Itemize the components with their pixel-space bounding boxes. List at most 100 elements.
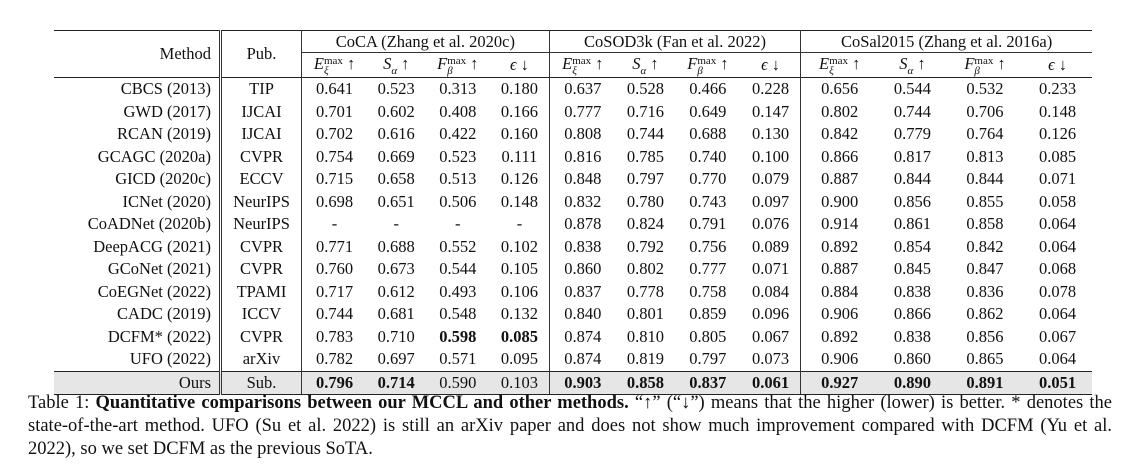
method-cell: UFO (2022) (54, 348, 222, 371)
value-cell: 0.103 (490, 370, 550, 395)
value-cell: 0.096 (740, 303, 802, 326)
value-cell: 0.740 (689, 146, 727, 166)
value-cell: 0.552 (439, 236, 477, 256)
value-cell: 0.744 (315, 304, 354, 324)
value-cell: 0.180 (490, 77, 550, 101)
group-header-cosal2015: CoSal2015 (Zhang et al. 2016a) (800, 30, 1092, 53)
value-cell: 0.688 (377, 236, 415, 256)
pub-header: Pub. (220, 30, 302, 78)
value-cell: 0.756 (689, 236, 727, 256)
table-row: DCFM* (2022) CVPR 0.783 0.710 0.598 0.085 0.87… (54, 325, 1092, 348)
metric-header-salpha: S α ↑ (899, 54, 926, 77)
value-cell: 0.758 (689, 281, 727, 301)
metric-header-salpha: S α ↑ (383, 54, 410, 77)
value-cell: 0.874 (564, 326, 602, 346)
metric-header-mae: ϵ ↓ (740, 52, 802, 78)
value-cell: 0.493 (439, 281, 477, 301)
value-cell: 0.797 (626, 169, 664, 189)
value-cell: 0.906 (821, 349, 859, 369)
value-cell: 0.408 (439, 101, 477, 121)
value-cell: 0.590 (425, 370, 491, 395)
value-cell: 0.801 (626, 304, 664, 324)
value-cell: 0.848 (564, 169, 602, 189)
value-cell: 0.105 (490, 258, 550, 281)
value-cell: 0.697 (377, 349, 415, 369)
method-cell: GCoNet (2021) (54, 258, 222, 281)
value-cell: 0.132 (490, 303, 550, 326)
table-row: RCAN (2019) IJCAI 0.702 0.616 0.422 0.160 0.80… (54, 123, 1092, 146)
value-cell: 0.838 (893, 281, 931, 301)
value-cell: 0.797 (689, 349, 727, 369)
value-cell: 0.903 (549, 370, 616, 395)
value-cell: 0.064 (1039, 214, 1077, 234)
caption-body: “↑” (“↓”) means that the higher (lower) … (28, 393, 1112, 459)
value-cell: 0.792 (626, 236, 664, 256)
value-cell: 0.130 (740, 123, 802, 146)
value-cell: 0.079 (740, 168, 802, 191)
value-cell: 0.860 (893, 349, 931, 369)
table-row: DeepACG (2021) CVPR 0.771 0.688 0.552 0.102 0.… (54, 235, 1092, 258)
value-cell: 0.701 (315, 101, 354, 121)
value-cell: 0.073 (740, 348, 802, 371)
table-header: Method Pub. CoCA (Zhang et al. 2020c) Co… (54, 30, 1092, 78)
value-cell: 0.783 (315, 326, 354, 346)
pub-cell: CVPR (220, 235, 302, 258)
table-row: UFO (2022) arXiv 0.782 0.697 0.571 0.095 0.874… (54, 348, 1092, 371)
table-row: Ours Sub. 0.796 0.714 0.590 0.103 0.903 0.858 0.… (54, 370, 1092, 395)
value-cell: 0.838 (893, 326, 931, 346)
pub-cell: IJCAI (220, 100, 302, 123)
value-cell: 0.126 (490, 168, 550, 191)
value-cell: 0.084 (740, 280, 802, 303)
value-cell: 0.078 (1039, 281, 1077, 301)
pub-cell: IJCAI (220, 123, 302, 146)
value-cell: 0.612 (377, 281, 415, 301)
value-cell: 0.866 (893, 304, 931, 324)
table-row: CoADNet (2020b) NeurIPS - - - -0.878 0.824 0.79… (54, 213, 1092, 236)
value-cell: 0.102 (490, 235, 550, 258)
value-cell: 0.865 (966, 349, 1004, 369)
value-cell: 0.813 (966, 146, 1004, 166)
caption-prefix: Table 1: (28, 393, 96, 413)
value-cell: 0.506 (439, 191, 477, 211)
pub-cell: ECCV (220, 168, 302, 191)
value-cell: 0.233 (1023, 77, 1092, 101)
value-cell: 0.802 (821, 101, 859, 121)
value-cell: 0.824 (626, 214, 664, 234)
value-cell: 0.637 (549, 77, 616, 101)
value-cell: 0.085 (1039, 146, 1077, 166)
value-cell: 0.548 (439, 304, 477, 324)
value-cell: 0.089 (740, 235, 802, 258)
value-cell: 0.844 (893, 169, 931, 189)
value-cell: 0.887 (821, 259, 859, 279)
value-cell: 0.641 (301, 77, 368, 101)
group-header-cosod3k: CoSOD3k (Fan et al. 2022) (549, 30, 802, 53)
value-cell: 0.658 (377, 169, 415, 189)
value-cell: 0.844 (966, 169, 1004, 189)
value-cell: 0.861 (893, 214, 931, 234)
value-cell: - (393, 214, 399, 234)
table-row: GCoNet (2021) CVPR 0.760 0.673 0.544 0.105 0.8… (54, 258, 1092, 281)
method-cell: Ours (54, 370, 222, 395)
value-cell: 0.778 (626, 281, 664, 301)
value-cell: 0.771 (315, 236, 354, 256)
value-cell: 0.528 (615, 77, 675, 101)
value-cell: - (331, 214, 338, 234)
value-cell: 0.847 (966, 259, 1004, 279)
value-cell: 0.764 (966, 124, 1004, 144)
value-cell: 0.656 (800, 77, 879, 101)
value-cell: 0.068 (1039, 259, 1077, 279)
table-row: GICD (2020c) ECCV 0.715 0.658 0.513 0.126 0.84… (54, 168, 1092, 191)
value-cell: 0.602 (377, 101, 415, 121)
value-cell: - (490, 213, 550, 236)
value-cell: 0.890 (878, 370, 947, 395)
value-cell: 0.148 (490, 190, 550, 213)
value-cell: 0.791 (689, 214, 727, 234)
method-cell: RCAN (2019) (54, 123, 222, 146)
value-cell: 0.649 (689, 101, 727, 121)
value-cell: 0.422 (439, 124, 477, 144)
pub-cell: Sub. (220, 370, 302, 395)
value-cell: 0.061 (740, 370, 802, 395)
